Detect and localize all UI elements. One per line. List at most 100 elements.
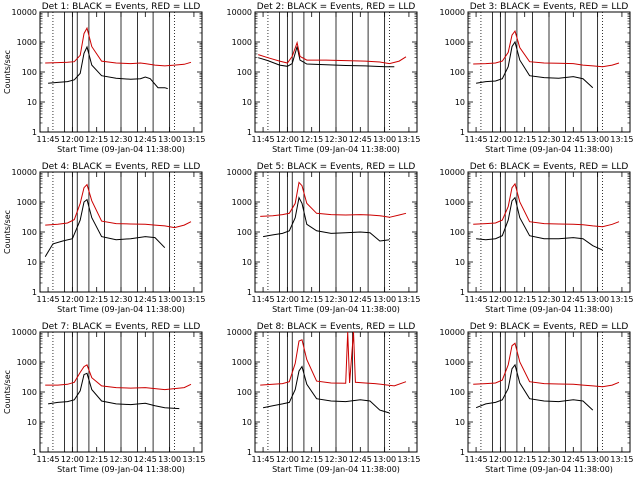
y-tick-label: 1000	[17, 38, 37, 47]
y-tick-label: 100	[237, 68, 252, 77]
x-tick-label: 11:45	[465, 135, 488, 144]
x-tick-label: 12:00	[276, 135, 299, 144]
y-tick-label: 10000	[440, 8, 465, 17]
x-tick-label: 11:45	[252, 135, 275, 144]
x-tick-label: 11:45	[252, 455, 275, 464]
chart-title: Det 7: BLACK = Events, RED = LLD	[42, 322, 201, 332]
x-tick-label: 12:45	[349, 455, 372, 464]
series-group	[473, 342, 620, 411]
x-tick-label: 12:45	[134, 455, 157, 464]
y-tick-label: 10000	[227, 328, 252, 337]
x-tick-label: 13:15	[397, 455, 420, 464]
x-tick-label: 12:00	[489, 455, 512, 464]
x-tick-label: 12:30	[324, 135, 347, 144]
y-tick-label: 1	[247, 288, 252, 297]
y-tick-label: 100	[450, 68, 465, 77]
x-tick-label: 12:30	[109, 295, 132, 304]
chart-title: Det 9: BLACK = Events, RED = LLD	[470, 322, 629, 332]
x-axis-label: Start Time (09-Jan-04 11:38:00)	[485, 145, 613, 154]
x-tick-label: 13:00	[158, 295, 181, 304]
x-tick-label: 12:15	[300, 455, 323, 464]
events-series-line	[258, 46, 395, 68]
events-series-line	[476, 196, 603, 251]
chart-title: Det 5: BLACK = Events, RED = LLD	[257, 162, 416, 172]
y-tick-label: 10	[27, 98, 37, 107]
chart-panel: 10000 1000 100 10 111:45 12:00 12:15 12:30 12:45…	[227, 2, 421, 154]
y-tick-label: 100	[22, 388, 37, 397]
x-tick-label: 12:30	[324, 295, 347, 304]
y-tick-label: 10	[455, 418, 465, 427]
x-tick-label: 11:45	[465, 455, 488, 464]
x-tick-label: 11:45	[37, 455, 60, 464]
x-tick-label: 13:15	[182, 455, 205, 464]
chart-panel: 10000 1000 100 10 111:45 12:00 12:15 12:30 12:45…	[440, 2, 634, 154]
events-series-line	[48, 45, 168, 90]
y-tick-label: 10000	[12, 168, 37, 177]
y-tick-label: 1000	[232, 198, 252, 207]
x-tick-label: 12:00	[276, 455, 299, 464]
x-tick-label: 13:15	[182, 295, 205, 304]
y-tick-label: 100	[22, 68, 37, 77]
chart-title: Det 1: BLACK = Events, RED = LLD	[42, 2, 201, 12]
x-tick-label: 12:15	[513, 295, 536, 304]
y-tick-label: 10000	[12, 328, 37, 337]
x-tick-label: 12:00	[61, 455, 84, 464]
y-tick-label: 1000	[232, 38, 252, 47]
x-tick-label: 12:45	[562, 295, 585, 304]
x-tick-label: 12:15	[85, 295, 108, 304]
x-tick-label: 12:00	[61, 135, 84, 144]
x-tick-label: 12:45	[349, 295, 372, 304]
series-group	[45, 364, 192, 410]
lld-series-line	[260, 181, 407, 218]
x-tick-label: 12:45	[134, 295, 157, 304]
y-tick-label: 1	[460, 288, 465, 297]
series-group	[260, 181, 407, 242]
x-tick-label: 12:15	[513, 455, 536, 464]
x-tick-label: 13:15	[397, 295, 420, 304]
x-tick-label: 13:00	[586, 135, 609, 144]
y-tick-label: 1	[247, 448, 252, 457]
y-tick-label: 1000	[232, 358, 252, 367]
x-tick-label: 11:45	[465, 295, 488, 304]
chart-panel: 10000 1000 100 10 111:45 12:00 12:15 12:30 12:45…	[3, 162, 205, 314]
x-tick-label: 12:15	[300, 295, 323, 304]
x-tick-label: 12:30	[537, 455, 560, 464]
y-tick-label: 100	[237, 388, 252, 397]
x-axis-label: Start Time (09-Jan-04 11:38:00)	[57, 305, 185, 314]
y-tick-label: 10	[27, 418, 37, 427]
y-tick-label: 100	[450, 388, 465, 397]
x-tick-label: 12:15	[513, 135, 536, 144]
y-tick-label: 100	[450, 228, 465, 237]
x-tick-label: 13:15	[397, 135, 420, 144]
x-tick-label: 11:45	[252, 295, 275, 304]
series-group	[44, 183, 192, 257]
series-group	[258, 40, 407, 68]
y-tick-label: 10	[455, 258, 465, 267]
x-axis-label: Start Time (09-Jan-04 11:38:00)	[57, 465, 185, 474]
lld-series-line	[473, 182, 620, 228]
x-tick-label: 12:45	[349, 135, 372, 144]
y-tick-label: 10000	[12, 8, 37, 17]
x-axis-label: Start Time (09-Jan-04 11:38:00)	[272, 145, 400, 154]
y-axis-label: Counts/sec	[3, 370, 12, 414]
x-tick-label: 13:00	[373, 135, 396, 144]
chart-title: Det 8: BLACK = Events, RED = LLD	[257, 322, 416, 332]
x-axis-label: Start Time (09-Jan-04 11:38:00)	[485, 465, 613, 474]
x-tick-label: 12:30	[324, 455, 347, 464]
y-tick-label: 10000	[440, 328, 465, 337]
x-tick-label: 11:45	[37, 135, 60, 144]
chart-title: Det 3: BLACK = Events, RED = LLD	[470, 2, 629, 12]
x-tick-label: 12:15	[85, 135, 108, 144]
x-tick-label: 12:15	[300, 135, 323, 144]
lld-series-line	[45, 26, 192, 67]
chart-title: Det 2: BLACK = Events, RED = LLD	[257, 2, 416, 12]
x-tick-label: 12:00	[276, 295, 299, 304]
x-tick-label: 13:00	[158, 135, 181, 144]
x-tick-label: 12:30	[537, 135, 560, 144]
x-tick-label: 13:00	[586, 295, 609, 304]
events-series-line	[263, 196, 390, 242]
x-tick-label: 13:00	[373, 455, 396, 464]
y-tick-label: 1	[247, 128, 252, 137]
chart-panel: 10000 1000 100 10 111:45 12:00 12:15 12:30 12:45…	[440, 322, 634, 474]
x-tick-label: 13:00	[586, 455, 609, 464]
